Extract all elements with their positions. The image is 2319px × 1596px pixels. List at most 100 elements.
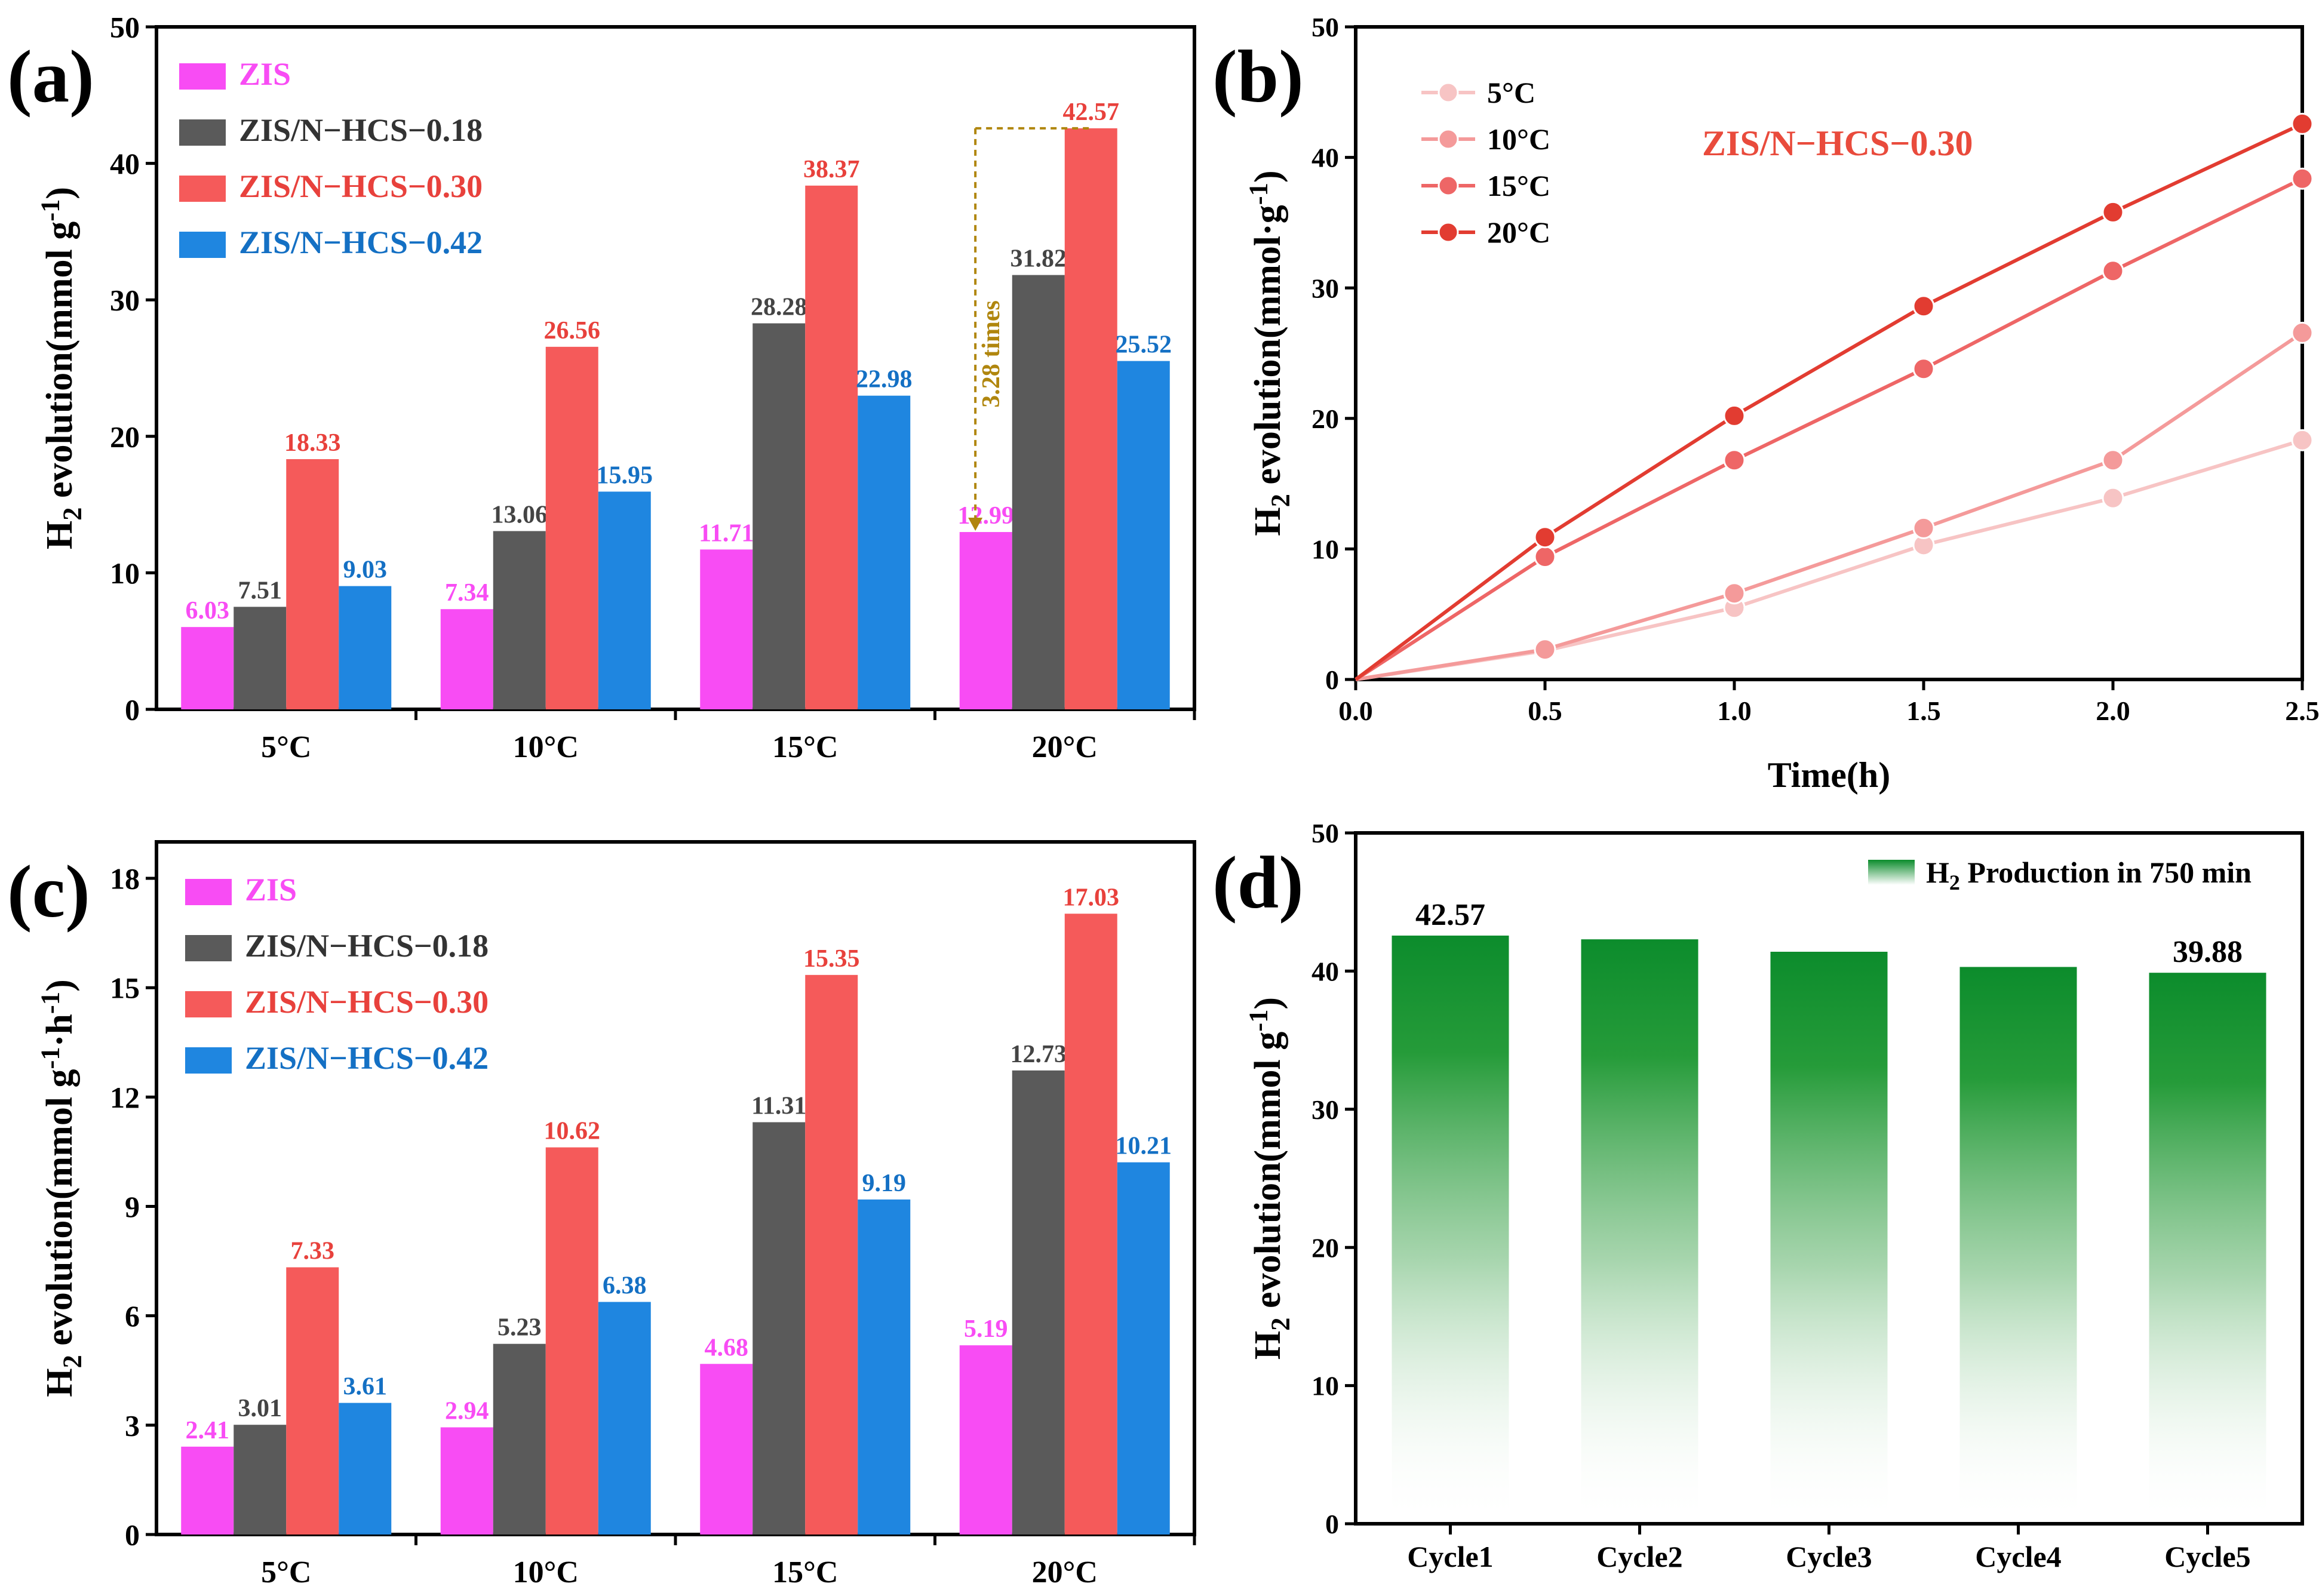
data-point <box>2102 260 2124 282</box>
data-label: 17.03 <box>1063 884 1120 911</box>
x-tick-label: Cycle3 <box>1786 1540 1872 1573</box>
legend-swatch <box>179 232 226 258</box>
data-point <box>1534 526 1556 549</box>
y-axis-label: H2 evolution(mmol g-1) <box>35 187 87 549</box>
panel-label: (d) <box>1212 842 1304 924</box>
legend-label: 5°C <box>1487 76 1535 109</box>
legend-swatch <box>185 935 232 961</box>
bar <box>959 1345 1012 1535</box>
bar <box>858 1199 911 1535</box>
y-tick-label: 10 <box>110 556 140 590</box>
y-tick-label: 3 <box>125 1409 140 1442</box>
y-tick-label: 9 <box>125 1190 140 1223</box>
data-label: 11.71 <box>699 519 754 547</box>
y-tick-label: 20 <box>1311 1232 1339 1263</box>
data-label: 10.62 <box>544 1118 601 1145</box>
legend-label: ZIS/N−HCS−0.30 <box>245 984 489 1020</box>
y-tick-label: 15 <box>110 971 140 1005</box>
legend-swatch <box>185 1047 232 1074</box>
data-label: 42.57 <box>1415 898 1485 932</box>
data-point <box>2291 429 2314 451</box>
y-tick-label: 10 <box>1311 534 1339 565</box>
bar <box>598 1302 651 1535</box>
data-label: 25.52 <box>1116 331 1172 359</box>
data-label: 39.88 <box>2173 935 2243 969</box>
bar <box>805 185 858 709</box>
x-tick-label: 2.5 <box>2285 696 2319 726</box>
y-tick-label: 40 <box>110 147 140 180</box>
bar <box>858 395 911 709</box>
x-tick-label: 20°C <box>1032 1555 1098 1589</box>
bar <box>440 609 493 709</box>
legend-label: ZIS <box>239 56 291 92</box>
y-axis-label: H2 evolution(mmol g-1·h-1) <box>35 979 87 1397</box>
bar <box>1392 935 1509 1524</box>
data-label: 9.03 <box>343 556 388 584</box>
bar <box>752 323 806 709</box>
y-tick-label: 50 <box>1311 818 1339 848</box>
bar <box>1064 128 1117 709</box>
x-tick-label: 15°C <box>772 730 838 764</box>
y-axis-label: H2 evolution(mmol·g-1) <box>1243 170 1295 536</box>
legend-marker <box>1438 222 1459 243</box>
bar <box>440 1427 493 1535</box>
x-tick-label: 5°C <box>261 1555 311 1589</box>
legend-label: ZIS <box>245 872 297 908</box>
chart-title: ZIS/N−HCS−0.30 <box>1702 124 1973 163</box>
panel-d: 0 10 20 30 40 50 Cycle1 42.57 Cycle2 Cycle3 Cycle4… <box>1212 818 2304 1573</box>
bar <box>959 532 1012 709</box>
data-label: 9.19 <box>862 1170 907 1197</box>
legend-label: 15°C <box>1487 169 1550 202</box>
legend-swatch <box>185 879 232 905</box>
x-axis-label: Time(h) <box>1768 755 1891 795</box>
data-label: 3.01 <box>238 1395 282 1422</box>
series-line <box>1355 331 2303 681</box>
bar <box>286 1267 339 1535</box>
data-point <box>1912 516 1935 539</box>
data-point <box>1534 638 1556 661</box>
x-tick-label: 0.0 <box>1338 696 1373 726</box>
y-tick-label: 12 <box>110 1081 140 1114</box>
legend-swatch <box>179 119 226 146</box>
data-label: 18.33 <box>284 429 341 457</box>
bar <box>700 549 753 709</box>
data-label: 22.98 <box>856 366 913 393</box>
y-axis-label: H2 evolution(mmol g-1) <box>1243 997 1295 1360</box>
series-line <box>1354 177 2303 681</box>
x-tick-label: 0.5 <box>1528 696 1562 726</box>
bar <box>2149 973 2266 1524</box>
legend-label: ZIS/N−HCS−0.18 <box>245 928 489 964</box>
y-tick-label: 40 <box>1311 957 1339 987</box>
legend-label: 20°C <box>1487 216 1550 249</box>
y-tick-label: 0 <box>1325 1509 1339 1539</box>
bar <box>598 491 651 709</box>
legend-label: H2 Production in 750 min <box>1926 856 2252 894</box>
legend-label: ZIS/N−HCS−0.42 <box>239 225 483 260</box>
data-label: 28.28 <box>751 294 807 321</box>
data-label: 6.03 <box>186 597 230 625</box>
data-label: 12.99 <box>958 502 1015 530</box>
data-point <box>2102 487 2124 509</box>
data-label: 13.06 <box>492 501 548 528</box>
panel-label: (b) <box>1212 36 1304 118</box>
bar <box>181 627 234 709</box>
panel-b: 0 10 20 30 40 50 0.0 0.5 1.0 1.5 2.0 2.5 Time(h) 5°C 1… <box>1212 12 2319 795</box>
x-tick-label: Cycle1 <box>1407 1540 1493 1573</box>
panel-c: 0 3 6 9 12 15 18 5°C 2.41 3.01 7.33 3.61 10°C 2.94 5.2… <box>7 840 1196 1589</box>
data-label: 5.19 <box>964 1315 1008 1343</box>
data-label: 2.41 <box>186 1417 230 1444</box>
y-tick-label: 20 <box>1311 404 1339 434</box>
bar <box>1959 967 2077 1524</box>
x-tick-label: 1.5 <box>1906 696 1941 726</box>
legend-marker <box>1438 128 1459 150</box>
data-point <box>2102 201 2124 223</box>
bar <box>181 1446 234 1535</box>
data-label: 11.31 <box>751 1092 806 1120</box>
y-tick-label: 30 <box>1311 1094 1339 1125</box>
bar <box>1064 914 1117 1535</box>
bar <box>752 1122 806 1535</box>
y-tick-label: 50 <box>1311 12 1339 42</box>
data-label: 5.23 <box>497 1314 542 1342</box>
bar <box>545 1147 598 1535</box>
bar <box>1012 1070 1065 1535</box>
